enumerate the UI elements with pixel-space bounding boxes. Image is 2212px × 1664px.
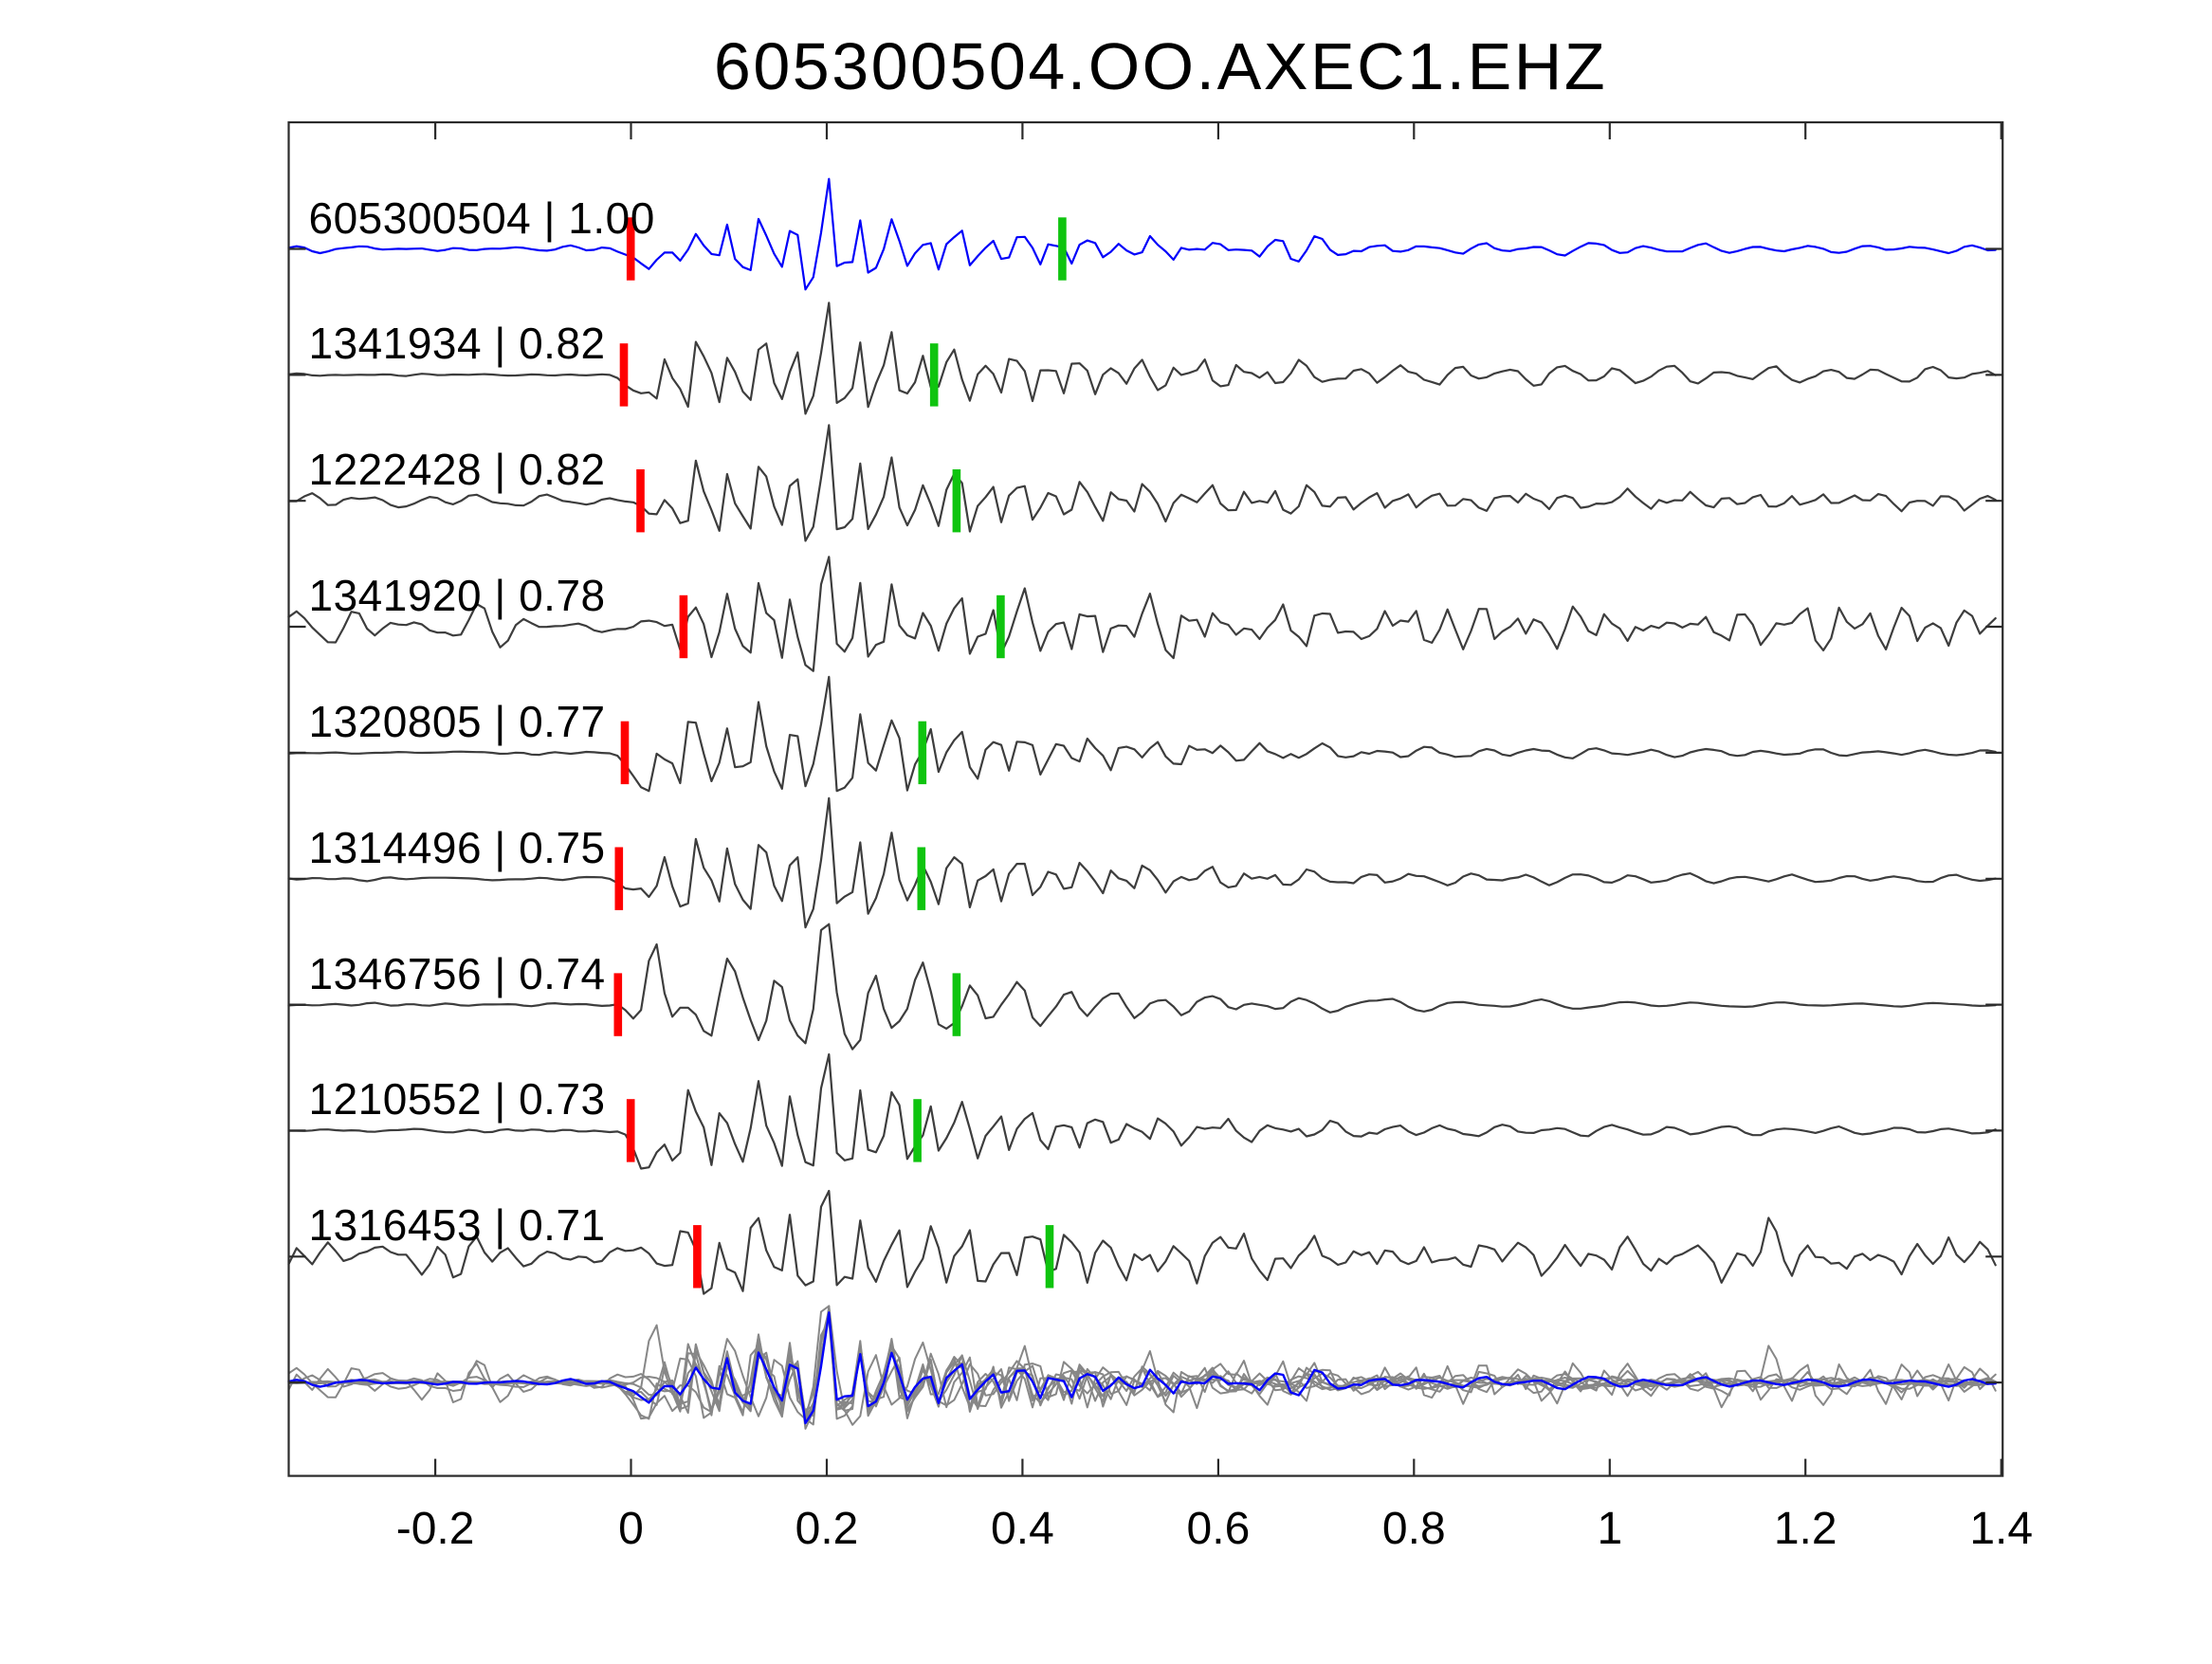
svg-text:1320805 | 0.77: 1320805 | 0.77 (309, 697, 606, 746)
svg-text:1346756 | 0.74: 1346756 | 0.74 (309, 949, 606, 998)
svg-text:1.4: 1.4 (1969, 1504, 2033, 1554)
svg-text:0.6: 0.6 (1187, 1504, 1251, 1554)
svg-text:1316453 | 0.71: 1316453 | 0.71 (309, 1200, 606, 1250)
svg-text:0: 0 (618, 1504, 644, 1554)
svg-text:605300504 | 1.00: 605300504 | 1.00 (309, 193, 655, 243)
svg-text:1210552 | 0.73: 1210552 | 0.73 (309, 1074, 606, 1124)
svg-text:1341934 | 0.82: 1341934 | 0.82 (309, 319, 606, 368)
svg-text:1.2: 1.2 (1774, 1504, 1837, 1554)
svg-text:1341920 | 0.78: 1341920 | 0.78 (309, 571, 606, 620)
svg-text:0.2: 0.2 (795, 1504, 859, 1554)
svg-text:1314496 | 0.75: 1314496 | 0.75 (309, 823, 606, 872)
svg-text:1: 1 (1597, 1504, 1622, 1554)
svg-text:-0.2: -0.2 (396, 1504, 475, 1554)
svg-text:605300504.OO.AXEC1.EHZ: 605300504.OO.AXEC1.EHZ (714, 29, 1607, 103)
svg-text:0.8: 0.8 (1382, 1504, 1446, 1554)
svg-text:1222428 | 0.82: 1222428 | 0.82 (309, 445, 606, 494)
svg-text:0.4: 0.4 (991, 1504, 1054, 1554)
